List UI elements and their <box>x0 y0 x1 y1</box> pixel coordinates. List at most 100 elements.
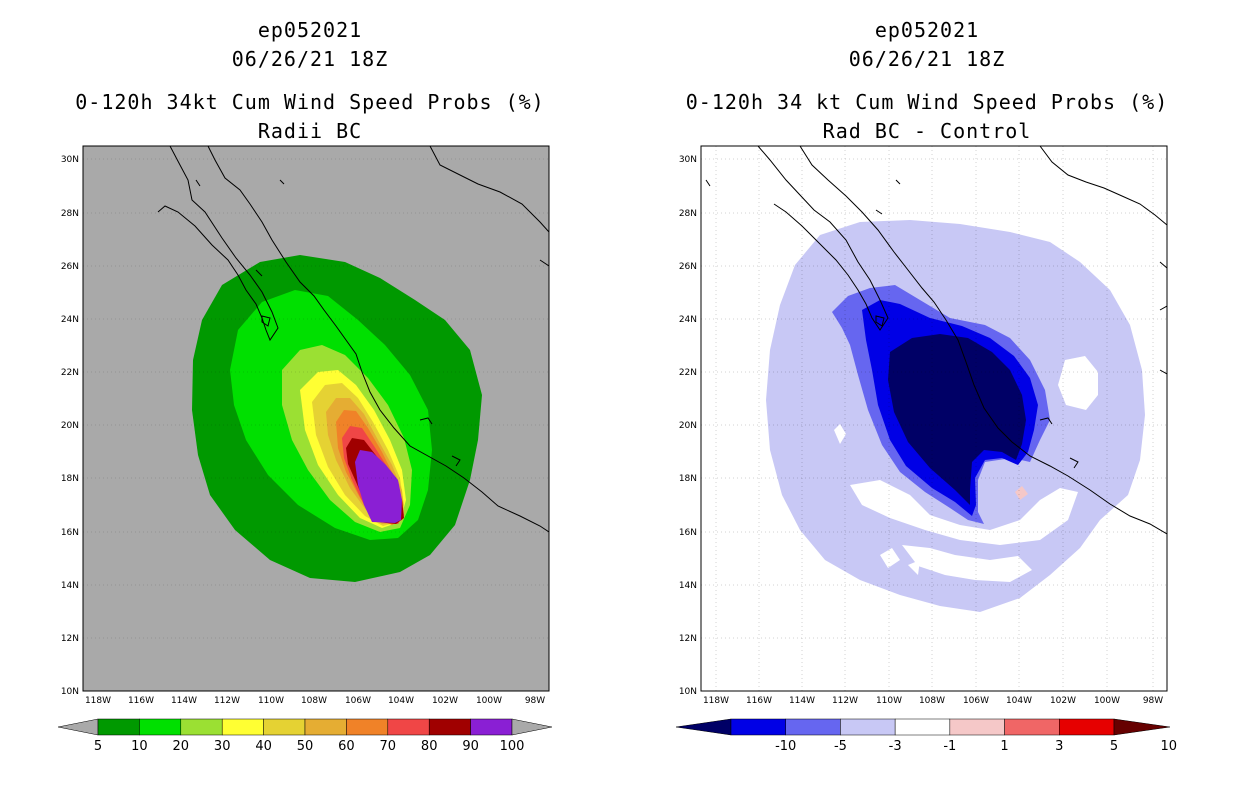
lon-label: 118W <box>85 696 111 706</box>
lon-label: 102W <box>1050 696 1076 706</box>
right-lon-axis: 118W 116W 114W 112W 110W 108W 106W 104W … <box>703 696 1163 706</box>
lat-label: 12N <box>61 634 79 644</box>
colorbar-swatch <box>949 718 1005 736</box>
lat-label: 26N <box>61 262 79 272</box>
contour-white-hole <box>1058 356 1098 410</box>
left-title-date: 06/26/21 18Z <box>231 47 389 71</box>
contour-navy <box>888 334 1026 505</box>
left-map-frame <box>82 145 550 692</box>
colorbar-swatch <box>180 718 223 736</box>
left-title-subtitle: Radii BC <box>257 119 363 143</box>
lat-label: 22N <box>61 368 79 378</box>
lon-label: 108W <box>301 696 327 706</box>
lat-label: 22N <box>679 368 697 378</box>
left-title-product: 0-120h 34kt Cum Wind Speed Probs (%) <box>75 90 545 114</box>
colorbar-label: -5 <box>834 739 847 754</box>
right-colorbar: -10 -5 -3 -1 1 3 5 10 <box>675 718 1177 754</box>
contour-pink <box>1015 486 1028 500</box>
colorbar-swatch <box>304 718 347 736</box>
colorbar-label: 10 <box>1160 739 1177 754</box>
lon-label: 116W <box>128 696 154 706</box>
lon-label: 110W <box>876 696 902 706</box>
lat-label: 14N <box>679 581 697 591</box>
lon-label: 114W <box>171 696 197 706</box>
contour-white-hole <box>908 560 920 575</box>
colorbar-swatch <box>785 718 841 736</box>
left-map: 30N 28N 26N 24N 22N 20N 18N 16N 14N 12N … <box>57 145 553 754</box>
colorbar-swatch <box>1004 718 1060 736</box>
lon-label: 118W <box>703 696 729 706</box>
lon-label: 114W <box>789 696 815 706</box>
lon-label: 116W <box>746 696 772 706</box>
lon-label: 100W <box>1094 696 1120 706</box>
lat-label: 24N <box>679 315 697 325</box>
right-gridlines <box>701 146 1167 691</box>
lon-label: 108W <box>919 696 945 706</box>
lat-label: 10N <box>679 687 697 697</box>
lon-label: 98W <box>1143 696 1163 706</box>
lon-label: 98W <box>525 696 545 706</box>
colorbar-swatch <box>730 718 786 736</box>
colorbar-swatch <box>263 718 306 736</box>
right-title-product: 0-120h 34 kt Cum Wind Speed Probs (%) <box>685 90 1169 114</box>
left-colorbar: 5 10 20 30 40 50 60 70 80 90 100 <box>57 718 553 754</box>
lon-label: 110W <box>258 696 284 706</box>
lon-label: 104W <box>388 696 414 706</box>
right-lat-axis: 30N 28N 26N 24N 22N 20N 18N 16N 14N 12N … <box>679 155 697 697</box>
colorbar-label: 5 <box>1110 739 1118 754</box>
lat-label: 30N <box>61 155 79 165</box>
colorbar-swatch <box>428 718 471 736</box>
lat-label: 28N <box>679 209 697 219</box>
colorbar-label: 50 <box>297 739 314 754</box>
colorbar-label: 3 <box>1055 739 1063 754</box>
colorbar-swatch <box>97 718 140 736</box>
contour-90 <box>355 450 402 523</box>
colorbar-label: 10 <box>131 739 148 754</box>
lat-label: 16N <box>61 528 79 538</box>
left-gridlines <box>83 158 549 639</box>
lon-label: 104W <box>1006 696 1032 706</box>
contour-white-hole <box>880 548 900 568</box>
right-title-storm: ep052021 <box>874 18 980 42</box>
colorbar-label: -1 <box>943 739 956 754</box>
lon-label: 112W <box>214 696 240 706</box>
lat-label: 24N <box>61 315 79 325</box>
left-title-storm: ep052021 <box>257 18 363 42</box>
colorbar-label: 30 <box>214 739 231 754</box>
right-title-date: 06/26/21 18Z <box>848 47 1006 71</box>
lat-label: 18N <box>61 474 79 484</box>
lon-label: 112W <box>832 696 858 706</box>
left-lat-axis: 30N 28N 26N 24N 22N 20N 18N 16N 14N 12N … <box>61 155 79 697</box>
contour-white-hole <box>850 480 1078 545</box>
contour-white-hole <box>834 424 846 444</box>
colorbar-label: 70 <box>380 739 397 754</box>
right-map: 30N 28N 26N 24N 22N 20N 18N 16N 14N 12N … <box>675 145 1177 754</box>
colorbar-label: 40 <box>255 739 272 754</box>
colorbar-swatch <box>840 718 896 736</box>
colorbar-label: -3 <box>889 739 902 754</box>
lat-label: 20N <box>679 421 697 431</box>
colorbar-swatch <box>139 718 182 736</box>
lat-label: 14N <box>61 581 79 591</box>
lon-label: 102W <box>432 696 458 706</box>
colorbar-high-arrow <box>511 718 553 736</box>
lat-label: 26N <box>679 262 697 272</box>
colorbar-label: 90 <box>462 739 479 754</box>
colorbar-label: 60 <box>338 739 355 754</box>
right-difference-contours <box>766 220 1145 612</box>
colorbar-swatch <box>221 718 264 736</box>
colorbar-low-arrow <box>675 718 732 736</box>
left-coastline <box>157 146 549 533</box>
colorbar-swatch <box>894 718 951 736</box>
colorbar-swatch <box>346 718 389 736</box>
colorbar-high-arrow <box>1113 718 1171 736</box>
lat-label: 16N <box>679 528 697 538</box>
right-coastline <box>705 146 1167 535</box>
colorbar-swatch <box>470 718 513 736</box>
colorbar-swatch <box>387 718 430 736</box>
colorbar-label: 5 <box>94 739 102 754</box>
contour-white-hole <box>902 545 1032 582</box>
right-map-frame <box>700 145 1168 692</box>
lat-label: 18N <box>679 474 697 484</box>
